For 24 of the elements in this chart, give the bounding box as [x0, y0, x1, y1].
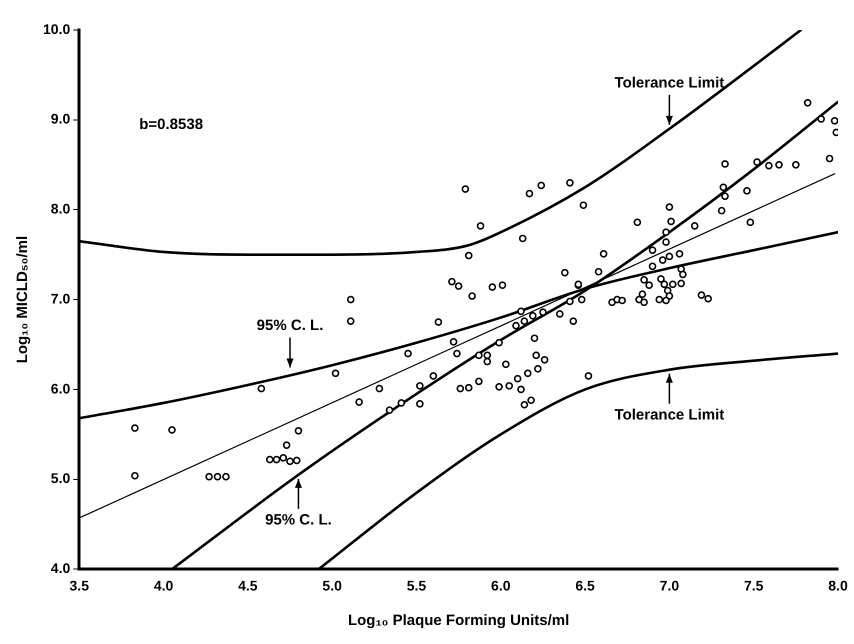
x-tick-label: 4.0 — [154, 577, 174, 594]
y-tick-label: 5.0 — [50, 470, 70, 486]
annotation: 95% C. L. — [256, 317, 324, 334]
y-tick-label: 9.0 — [50, 110, 70, 127]
x-tick-label: 7.5 — [744, 577, 764, 594]
x-tick-label: 3.5 — [70, 577, 90, 594]
annotation: 95% C. L. — [265, 511, 332, 528]
x-tick-label: 4.5 — [238, 577, 258, 594]
y-tick-label: 8.0 — [50, 200, 70, 217]
x-tick-label: 6.5 — [575, 577, 596, 594]
x-tick-label: 8.0 — [828, 577, 848, 594]
annotation: Tolerance Limit — [614, 74, 724, 92]
x-axis-title: Log₁₀ Plaque Forming Units/ml — [348, 612, 570, 630]
y-tick-label: 4.0 — [50, 560, 70, 576]
y-tick-label: 10.0 — [43, 20, 70, 37]
x-tick-label: 5.5 — [406, 577, 426, 594]
x-tick-label: 7.0 — [660, 577, 680, 594]
x-tick-label: 5.0 — [322, 577, 342, 594]
annotation: b=0.8538 — [139, 116, 204, 134]
x-tick-label: 6.0 — [491, 577, 511, 594]
annotation: Tolerance Limit — [614, 406, 724, 424]
y-axis-title: Log₁₀ MICLD₅₀/ml — [14, 236, 32, 364]
y-tick-label: 7.0 — [50, 290, 70, 306]
y-tick-label: 6.0 — [50, 380, 70, 396]
